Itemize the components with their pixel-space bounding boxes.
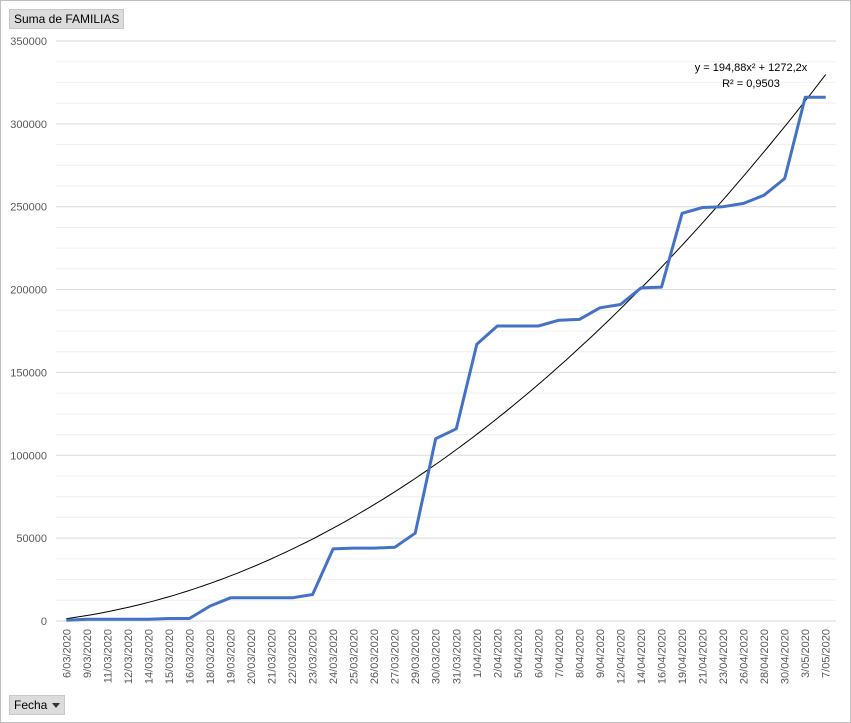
x-tick-label: 9/03/2020	[82, 629, 94, 678]
data-point[interactable]	[598, 306, 602, 310]
data-point[interactable]	[85, 617, 89, 621]
data-point[interactable]	[249, 596, 253, 600]
data-point[interactable]	[434, 437, 438, 441]
data-point[interactable]	[536, 324, 540, 328]
trendline	[66, 74, 827, 620]
y-tick-label: 200000	[10, 285, 47, 297]
x-tick-label: 6/04/2020	[533, 629, 545, 678]
x-tick-label: 6/03/2020	[61, 629, 73, 678]
data-point[interactable]	[783, 177, 787, 181]
data-point[interactable]	[311, 592, 315, 596]
y-tick-label: 50000	[16, 533, 47, 545]
axis-field-button[interactable]: Fecha	[9, 695, 66, 715]
data-point[interactable]	[516, 324, 520, 328]
data-point[interactable]	[372, 546, 376, 550]
x-tick-label: 28/04/2020	[759, 629, 771, 684]
data-point[interactable]	[290, 596, 294, 600]
data-point[interactable]	[742, 201, 746, 205]
x-tick-label: 3/05/2020	[800, 629, 812, 678]
x-tick-label: 23/03/2020	[308, 629, 320, 684]
data-point[interactable]	[331, 547, 335, 551]
data-point[interactable]	[352, 546, 356, 550]
x-tick-label: 16/03/2020	[184, 629, 196, 684]
x-tick-label: 11/03/2020	[102, 629, 114, 683]
y-tick-label: 350000	[10, 36, 47, 48]
data-point[interactable]	[680, 211, 684, 215]
x-tick-label: 1/04/2020	[472, 629, 484, 678]
x-tick-label: 21/03/2020	[267, 629, 279, 684]
x-tick-label: 8/04/2020	[574, 629, 586, 678]
data-point[interactable]	[762, 193, 766, 197]
x-tick-label: 7/04/2020	[554, 629, 566, 678]
x-tick-label: 24/03/2020	[328, 629, 340, 684]
data-point[interactable]	[803, 95, 807, 99]
x-tick-label: 18/03/2020	[205, 629, 217, 684]
data-point[interactable]	[660, 285, 664, 289]
x-tick-label: 27/03/2020	[390, 629, 402, 684]
data-point[interactable]	[208, 604, 212, 608]
data-point[interactable]	[557, 318, 561, 322]
y-axis-ticks: 350000 300000 250000 200000 150000 100000 5000…	[10, 36, 47, 628]
x-tick-label: 15/03/2020	[164, 629, 176, 684]
y-tick-label: 0	[41, 616, 47, 628]
x-tick-label: 29/03/2020	[410, 629, 422, 684]
data-point[interactable]	[393, 545, 397, 549]
x-tick-label: 7/05/2020	[821, 629, 833, 678]
x-tick-label: 26/03/2020	[369, 629, 381, 684]
gridlines	[56, 40, 836, 622]
data-point[interactable]	[167, 617, 171, 621]
x-tick-label: 31/03/2020	[451, 629, 463, 684]
y-tick-label: 150000	[10, 367, 47, 379]
x-tick-label: 16/04/2020	[657, 629, 669, 684]
x-tick-label: 2/04/2020	[492, 629, 504, 678]
x-tick-label: 20/03/2020	[246, 629, 258, 684]
x-tick-label: 22/03/2020	[287, 629, 299, 684]
y-tick-label: 250000	[10, 202, 47, 214]
data-point[interactable]	[64, 618, 68, 622]
x-tick-label: 12/03/2020	[123, 629, 135, 684]
series-line	[66, 95, 826, 622]
x-tick-label: 9/04/2020	[595, 629, 607, 678]
x-tick-label: 26/04/2020	[739, 629, 751, 684]
x-tick-label: 19/03/2020	[225, 629, 237, 684]
y-tick-label: 100000	[10, 450, 47, 462]
chevron-down-icon	[52, 702, 61, 708]
data-point[interactable]	[639, 286, 643, 290]
data-point[interactable]	[270, 596, 274, 600]
data-point[interactable]	[701, 206, 705, 210]
x-tick-label: 14/04/2020	[636, 629, 648, 684]
data-point[interactable]	[495, 324, 499, 328]
x-tick-label: 30/04/2020	[780, 629, 792, 684]
x-tick-label: 19/04/2020	[677, 629, 689, 684]
y-tick-label: 300000	[10, 119, 47, 131]
data-point[interactable]	[228, 596, 232, 600]
data-point[interactable]	[721, 205, 725, 209]
data-point[interactable]	[454, 427, 458, 431]
data-point[interactable]	[105, 617, 109, 621]
value-field-button[interactable]: Suma de FAMILIAS	[9, 9, 125, 29]
x-tick-label: 14/03/2020	[143, 629, 155, 684]
trendline-equation: y = 194,88x² + 1272,2x	[695, 62, 808, 74]
x-tick-label: 25/03/2020	[349, 629, 361, 684]
data-point[interactable]	[618, 302, 622, 306]
data-point[interactable]	[126, 617, 130, 621]
x-tick-label: 12/04/2020	[615, 629, 627, 684]
x-tick-label: 5/04/2020	[513, 629, 525, 678]
data-point[interactable]	[146, 617, 150, 621]
data-point[interactable]	[824, 95, 828, 99]
x-tick-label: 21/04/2020	[698, 629, 710, 684]
data-point[interactable]	[577, 317, 581, 321]
x-tick-label: 30/03/2020	[431, 629, 443, 684]
data-point[interactable]	[187, 617, 191, 621]
data-point[interactable]	[475, 342, 479, 346]
x-tick-label: 23/04/2020	[718, 629, 730, 684]
data-point[interactable]	[413, 531, 417, 535]
axis-field-label: Fecha	[14, 698, 48, 712]
series-layer	[64, 95, 828, 622]
x-axis-ticks: 6/03/2020 9/03/2020 11/03/2020 12/03/2020 14…	[61, 629, 832, 684]
trendline-r-squared: R² = 0,9503	[722, 78, 780, 90]
